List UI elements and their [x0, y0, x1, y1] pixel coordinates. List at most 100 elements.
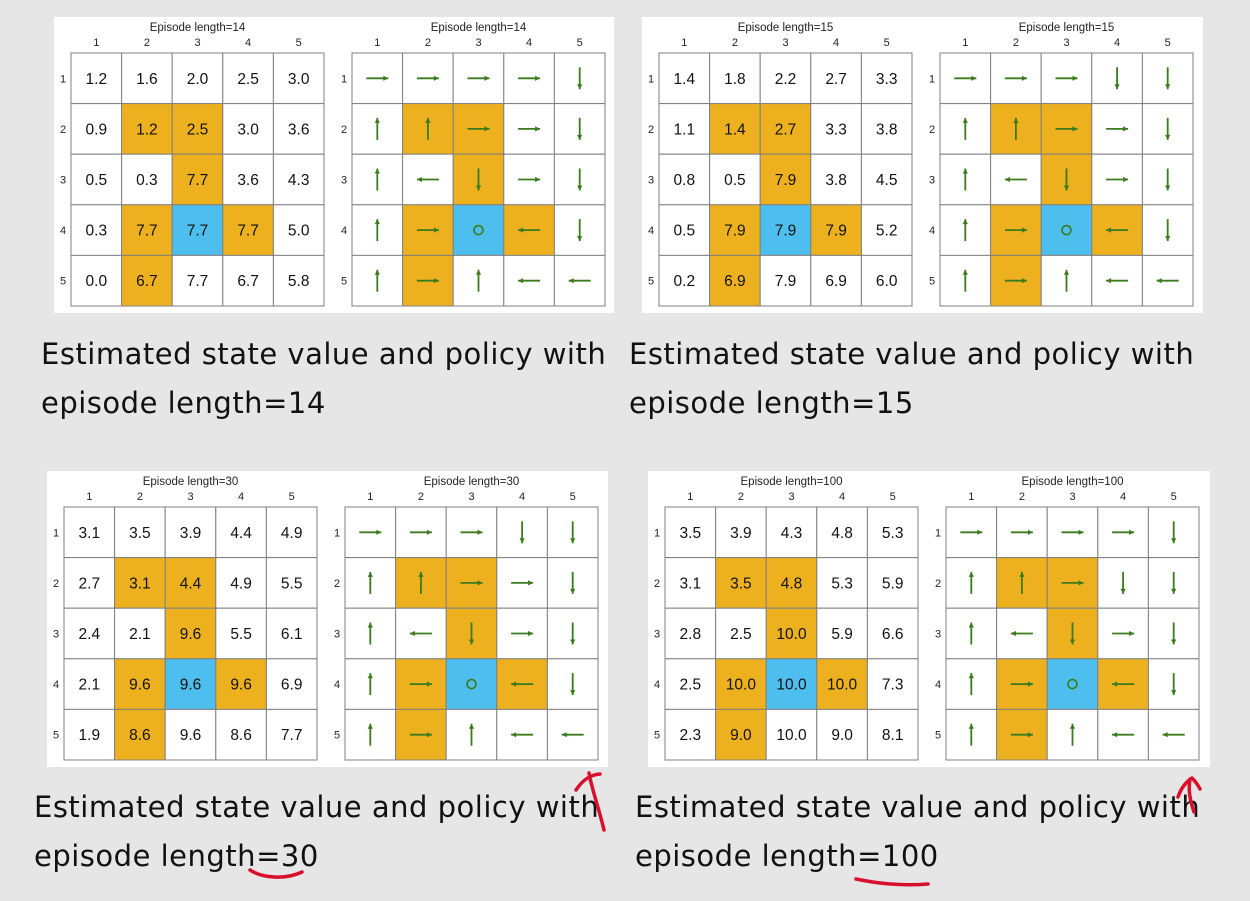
state-value: 9.6 — [180, 677, 202, 694]
grid-cell — [996, 506, 1048, 559]
forbidden-cell — [121, 204, 173, 256]
policy-arrow-left — [1106, 278, 1129, 284]
state-value: 5.3 — [831, 575, 853, 592]
policy-arrow-down — [1165, 168, 1171, 191]
policy-grid: Episode length=100 1 2 3 4 5 1 2 3 4 5 — [935, 476, 1200, 761]
policy-arrow-right — [960, 529, 983, 535]
policy-arrow-down — [1165, 117, 1171, 140]
policy-arrow-up — [962, 117, 968, 140]
grid-cell — [265, 708, 318, 761]
grid-cell — [164, 708, 217, 761]
policy-arrow-down — [475, 168, 482, 191]
grid-cell — [664, 607, 717, 660]
policy-arrow-up — [367, 723, 373, 746]
forbidden-cell — [114, 557, 166, 609]
policy-arrow-down — [1063, 168, 1070, 191]
policy-arrow-down — [1069, 622, 1076, 645]
state-value: 2.1 — [79, 677, 101, 694]
grid-cell — [265, 658, 318, 710]
policy-arrow-down — [570, 622, 576, 645]
policy-arrow-down — [570, 521, 576, 544]
stay-marker — [1061, 224, 1072, 236]
policy-arrow-down — [468, 622, 475, 645]
state-value: 0.0 — [86, 273, 108, 290]
grid-cell — [171, 52, 224, 105]
forbidden-cell — [709, 103, 761, 155]
state-value: 3.0 — [288, 71, 310, 88]
policy-arrow-right — [460, 580, 483, 586]
row-label: 2 — [935, 578, 941, 590]
policy-arrow-up — [968, 723, 974, 746]
state-value: 3.1 — [680, 575, 702, 592]
stay-marker — [473, 224, 484, 236]
grid-cell — [265, 506, 318, 559]
policy-arrow-down — [1171, 673, 1177, 696]
state-value: 1.4 — [674, 71, 696, 88]
column-label: 4 — [839, 491, 845, 503]
policy-arrow-right — [467, 75, 490, 81]
column-label: 1 — [962, 37, 968, 49]
state-value: 0.5 — [724, 172, 746, 189]
target-cell — [445, 658, 498, 710]
state-value: 9.0 — [831, 727, 853, 744]
grid-cell — [70, 103, 123, 155]
policy-arrow-left — [1112, 681, 1135, 687]
value-policy-figure: Episode length=14 1 2 3 4 5 1 2 3 4 5 1.2 1.6 2.0 2.5 3… — [60, 22, 606, 307]
grid-cell — [121, 52, 173, 105]
grid-cell — [70, 254, 123, 307]
grid-cell — [860, 204, 913, 256]
policy-arrow-left — [511, 681, 534, 687]
row-label: 1 — [53, 527, 59, 539]
row-label: 1 — [60, 73, 66, 85]
state-value: 1.2 — [136, 121, 158, 138]
target-cell — [171, 204, 224, 256]
grid-cell — [810, 52, 862, 105]
grid-cell — [810, 254, 862, 307]
target-cell — [452, 204, 505, 256]
state-value: 6.0 — [876, 273, 898, 290]
state-value: 5.9 — [882, 575, 904, 592]
grid-cell — [215, 708, 267, 761]
grid-cell — [810, 103, 862, 155]
grid-cell — [63, 607, 116, 660]
policy-arrow-left — [1112, 732, 1135, 738]
policy-arrow-left — [1156, 278, 1179, 284]
policy-arrow-up — [374, 168, 380, 191]
column-label: 1 — [86, 491, 92, 503]
column-label: 3 — [788, 491, 794, 503]
row-label: 5 — [60, 276, 66, 288]
grid-cell — [860, 254, 913, 307]
row-label: 2 — [648, 124, 654, 136]
state-value: 0.3 — [86, 223, 108, 240]
state-value: 7.7 — [187, 172, 209, 189]
grid-cell — [860, 52, 913, 105]
row-label: 1 — [929, 73, 935, 85]
state-value: 5.3 — [882, 525, 904, 542]
state-value: 3.3 — [876, 71, 898, 88]
state-value: 3.6 — [237, 172, 259, 189]
state-value: 10.0 — [776, 677, 807, 694]
policy-arrow-up — [374, 269, 380, 292]
column-label: 4 — [1114, 37, 1120, 49]
forbidden-cell — [222, 204, 274, 256]
state-value: 6.9 — [281, 677, 303, 694]
forbidden-cell — [765, 607, 818, 660]
grid-title: Episode length=14 — [431, 22, 527, 34]
policy-arrow-down — [1171, 571, 1177, 594]
state-value-grid: Episode length=15 1 2 3 4 5 1 2 3 4 5 1.4 1.8 2.2 2.7 3… — [648, 22, 913, 307]
column-label: 2 — [425, 37, 431, 49]
policy-arrow-right — [1061, 580, 1084, 586]
state-value: 10.0 — [776, 727, 807, 744]
policy-arrow-left — [1106, 227, 1129, 233]
grid-cell — [664, 506, 717, 559]
state-value: 3.5 — [680, 525, 702, 542]
grid-cell — [272, 204, 325, 256]
state-value: 5.8 — [288, 273, 310, 290]
column-label: 2 — [732, 37, 738, 49]
state-value: 9.6 — [230, 677, 252, 694]
policy-arrow-down — [1171, 622, 1177, 645]
state-value: 3.5 — [129, 525, 151, 542]
policy-grid: Episode length=30 1 2 3 4 5 1 2 3 4 5 — [334, 476, 599, 761]
value-policy-figure: Episode length=15 1 2 3 4 5 1 2 3 4 5 1.4 1.8 2.2 2.7 3… — [648, 22, 1194, 307]
state-value: 5.5 — [230, 626, 252, 643]
